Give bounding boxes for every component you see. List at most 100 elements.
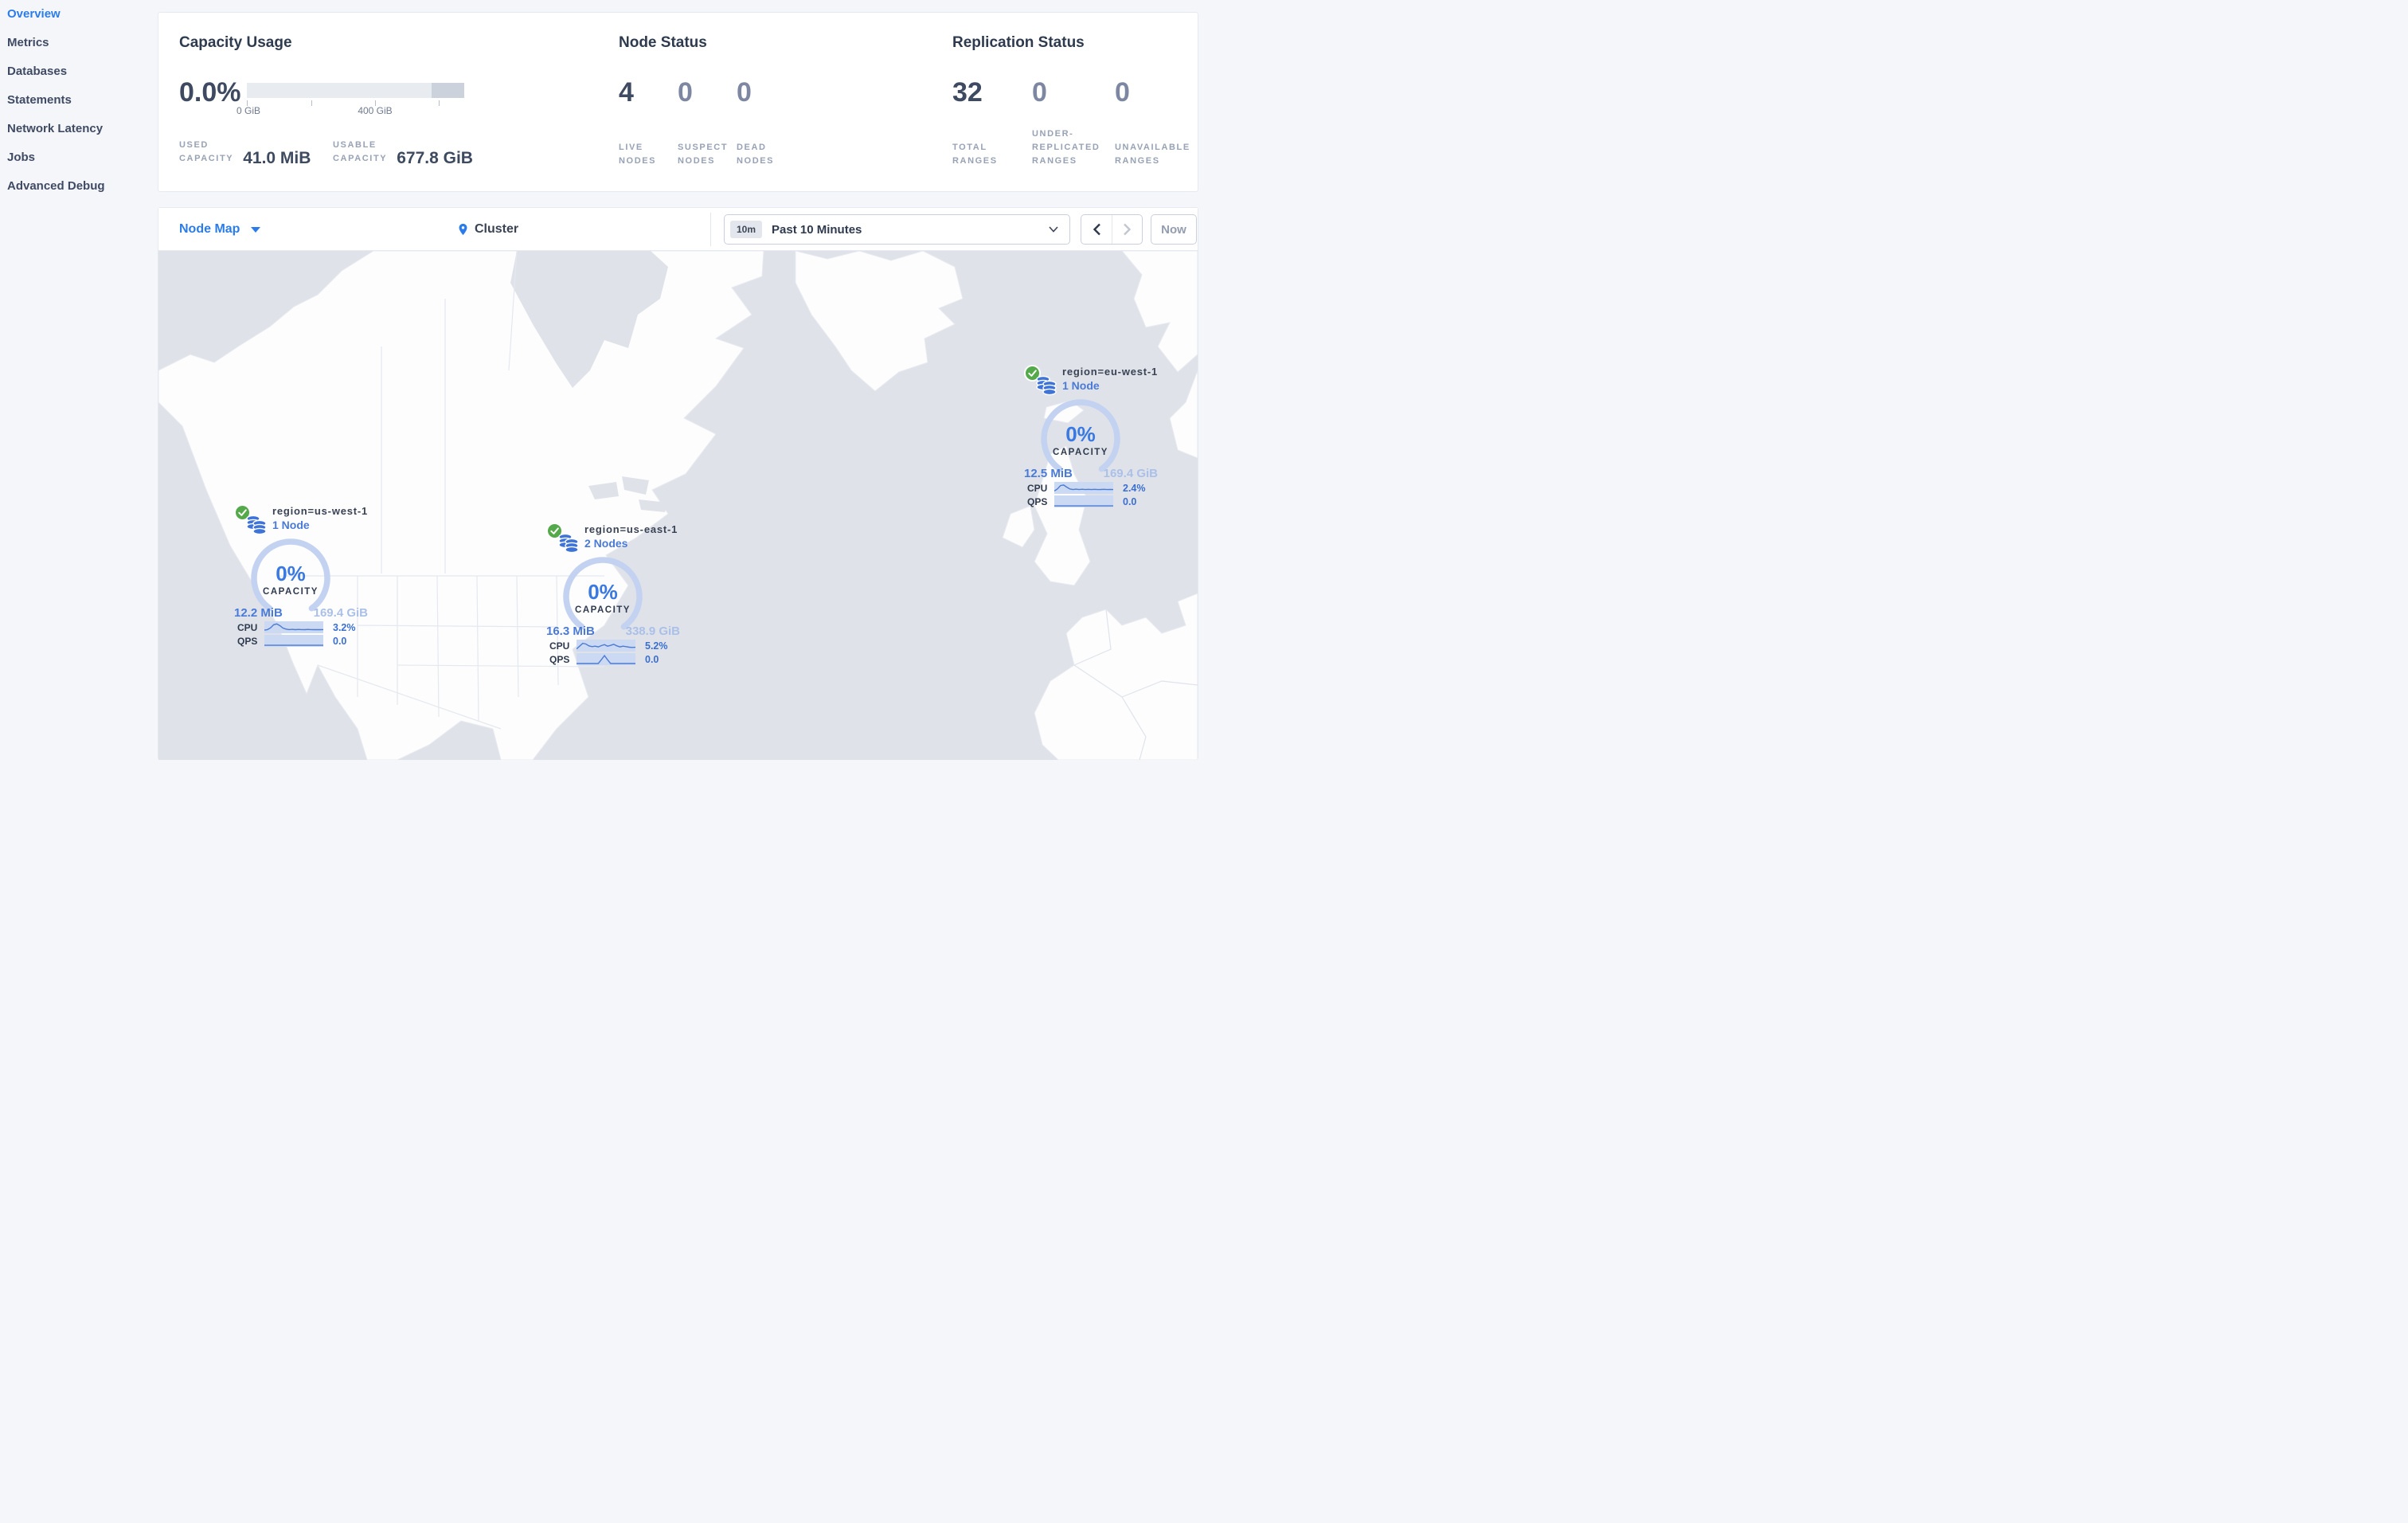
sidebar-item-advanced-debug[interactable]: Advanced Debug	[7, 179, 105, 193]
locality-marker-us-east-1[interactable]: region=us-east-1 2 Nodes 0% CAPACITY 16.…	[546, 523, 686, 669]
map-land-greenland	[795, 251, 964, 392]
capacity-bar	[247, 83, 464, 106]
locality-marker-us-west-1[interactable]: region=us-west-1 1 Node 0% CAPACITY 12.2…	[234, 504, 374, 651]
map-land-baltic	[1169, 370, 1198, 459]
unavailable-ranges-label-line: UNAVAILABLE	[1115, 143, 1190, 152]
map-land-scandinavia	[1121, 251, 1198, 373]
locality-region-label: region=us-east-1	[584, 523, 678, 535]
chevron-down-icon	[1049, 226, 1058, 233]
capacity-bar-tick	[374, 100, 376, 106]
toolbar-divider	[710, 213, 711, 246]
node-status-title: Node Status	[619, 34, 707, 51]
gauge-percent: 0%	[588, 580, 618, 604]
map-pin-icon	[459, 223, 467, 236]
capacity-tick-label-0: 0 GiB	[236, 105, 261, 116]
db-console-overview-page: Overview Metrics Databases Statements Ne…	[0, 0, 1204, 762]
locality-marker-eu-west-1[interactable]: region=eu-west-1 1 Node 0% CAPACITY 12.5…	[1024, 365, 1164, 511]
sidebar-item-databases[interactable]: Databases	[7, 65, 68, 78]
healthy-check-icon	[234, 504, 251, 521]
gauge-capacity-label: CAPACITY	[575, 605, 631, 615]
sidebar-item-statements[interactable]: Statements	[7, 93, 72, 107]
map-state-borders	[278, 251, 605, 730]
used-capacity-stat: USED CAPACITY 41.0 MiB	[179, 139, 311, 167]
map-hudson-bay	[510, 251, 668, 388]
sidebar-item-network-latency[interactable]: Network Latency	[7, 122, 104, 135]
total-capacity-value: 169.4 GiB	[1103, 467, 1158, 480]
chevron-down-icon	[251, 226, 261, 233]
sidebar-item-jobs[interactable]: Jobs	[7, 151, 36, 164]
sidebar-item-overview[interactable]: Overview	[7, 7, 61, 21]
locality-nodes-link[interactable]: 1 Node	[1062, 379, 1100, 392]
live-nodes-value: 4	[619, 77, 634, 108]
capacity-gauge-arc	[251, 538, 330, 612]
database-stack-icon	[558, 533, 579, 554]
under-replicated-label-line: UNDER-	[1032, 129, 1074, 139]
used-capacity-value: 41.0 MiB	[243, 149, 311, 167]
capacity-gauge-arc	[1041, 399, 1120, 472]
qps-label: QPS	[549, 653, 570, 665]
total-capacity-value: 338.9 GiB	[625, 624, 680, 638]
locality-nodes-link[interactable]: 2 Nodes	[584, 537, 628, 550]
gauge-percent: 0%	[1065, 422, 1096, 446]
capacity-bar-tick	[311, 100, 312, 106]
replication-status-stats: 32 TOTAL RANGES 0 UNDER- REPLICATED RANGES …	[952, 76, 1190, 168]
locality-region-label: region=us-west-1	[272, 505, 369, 517]
time-range-select[interactable]: 10m Past 10 Minutes	[724, 214, 1070, 245]
cpu-sparkline	[264, 621, 323, 633]
suspect-nodes-label-line: NODES	[678, 156, 716, 166]
world-map	[158, 251, 1198, 760]
node-map: region=us-west-1 1 Node 0% CAPACITY 12.2…	[158, 251, 1198, 760]
map-land-uk	[1034, 445, 1091, 586]
time-range-badge: 10m	[730, 221, 763, 238]
cluster-summary-card: Capacity Usage 0.0% 0 GiB 400 GiB USED C…	[158, 12, 1198, 192]
usable-capacity-label-line: CAPACITY	[333, 154, 388, 163]
breadcrumb[interactable]: Cluster	[456, 208, 518, 251]
now-button[interactable]: Now	[1151, 214, 1197, 245]
node-map-card: Node Map Cluster 10m Past 10 Minutes	[158, 207, 1198, 760]
used-capacity-label-line: USED	[179, 140, 209, 150]
time-step-forward-button[interactable]	[1112, 215, 1142, 244]
under-replicated-ranges-stat: 0 UNDER- REPLICATED RANGES	[1032, 76, 1115, 168]
map-land-ireland	[1002, 505, 1035, 548]
dead-nodes-label-line: NODES	[737, 156, 775, 166]
total-capacity-value: 169.4 GiB	[313, 606, 368, 620]
used-capacity-value: 12.5 MiB	[1024, 467, 1073, 480]
capacity-tick-label-400: 400 GiB	[358, 105, 393, 116]
view-selector-dropdown[interactable]: Node Map	[179, 208, 261, 251]
node-status-stats: 4 LIVE NODES 0 SUSPECT NODES 0 DEAD NODES	[619, 76, 774, 168]
qps-label: QPS	[1027, 495, 1048, 507]
sidebar-item-metrics[interactable]: Metrics	[7, 36, 49, 49]
live-nodes-stat: 4 LIVE NODES	[619, 76, 678, 168]
total-ranges-value: 32	[952, 77, 983, 108]
capacity-gauge-arc	[563, 557, 643, 630]
capacity-bar-tick	[439, 100, 440, 106]
time-step-back-button[interactable]	[1081, 215, 1112, 244]
live-nodes-label-line: LIVE	[619, 143, 643, 152]
view-selector-label: Node Map	[179, 222, 240, 236]
used-capacity-value: 16.3 MiB	[546, 624, 595, 638]
dead-nodes-value: 0	[737, 77, 752, 108]
cpu-label: CPU	[237, 621, 258, 633]
time-range-label: Past 10 Minutes	[772, 222, 862, 237]
cpu-sparkline	[577, 640, 635, 652]
gauge-capacity-label: CAPACITY	[263, 587, 319, 597]
cpu-value: 3.2%	[333, 621, 356, 633]
suspect-nodes-value: 0	[678, 77, 693, 108]
qps-value: 0.0	[645, 653, 659, 665]
locality-nodes-link[interactable]: 1 Node	[272, 519, 310, 531]
breadcrumb-label: Cluster	[475, 222, 519, 236]
replication-status-title: Replication Status	[952, 34, 1085, 51]
dead-nodes-label-line: DEAD	[737, 143, 767, 152]
cpu-label: CPU	[549, 640, 570, 652]
qps-sparkline	[577, 653, 635, 665]
healthy-check-icon	[546, 523, 563, 539]
gauge-capacity-label: CAPACITY	[1053, 448, 1108, 457]
capacity-used-percent: 0.0%	[179, 77, 241, 108]
under-replicated-ranges-value: 0	[1032, 77, 1047, 108]
qps-label: QPS	[237, 635, 258, 647]
qps-sparkline	[264, 635, 323, 647]
under-replicated-label-line: REPLICATED	[1032, 143, 1100, 152]
used-capacity-value: 12.2 MiB	[234, 606, 283, 620]
chevron-right-icon	[1124, 223, 1132, 236]
cpu-sparkline	[1054, 482, 1113, 494]
